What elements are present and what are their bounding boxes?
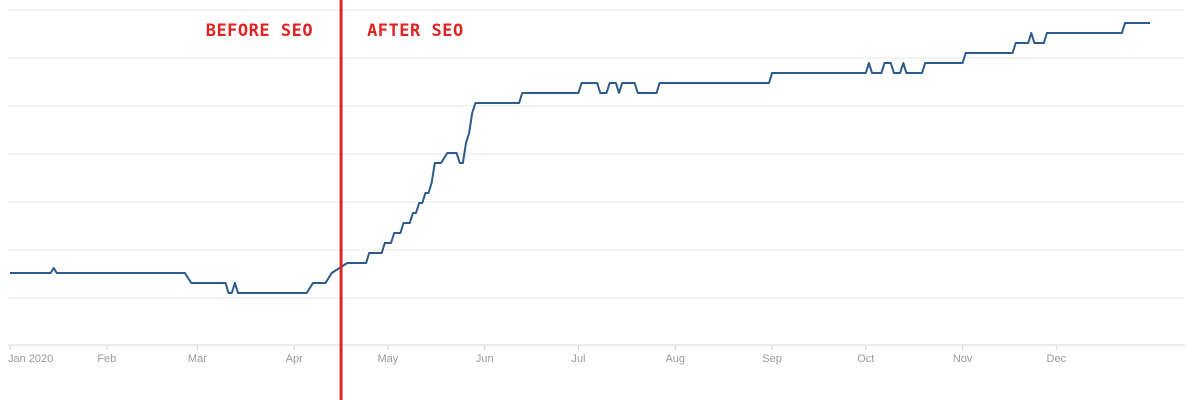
x-tick-label: Sep	[762, 353, 782, 365]
after-seo-label: AFTER SEO	[367, 21, 464, 41]
x-tick-label: May	[378, 353, 399, 365]
x-tick-label: Jul	[571, 353, 585, 365]
x-tick-label: Apr	[286, 353, 303, 365]
x-tick-label: Oct	[857, 353, 874, 365]
x-tick-label: Mar	[188, 353, 207, 365]
x-tick-label: Jan 2020	[8, 353, 53, 365]
x-axis-ticks: Jan 2020 Feb Mar Apr May Jun Jul Aug Sep Oct Nov De…	[8, 345, 1067, 365]
x-tick-label: Dec	[1047, 353, 1067, 365]
before-seo-label: BEFORE SEO	[206, 21, 313, 41]
x-tick-label: Jun	[476, 353, 494, 365]
series-line	[10, 22, 1150, 294]
x-tick-label: Nov	[953, 353, 973, 365]
x-tick-label: Feb	[97, 353, 116, 365]
gridlines	[8, 9, 1185, 299]
x-tick-label: Aug	[665, 353, 685, 365]
